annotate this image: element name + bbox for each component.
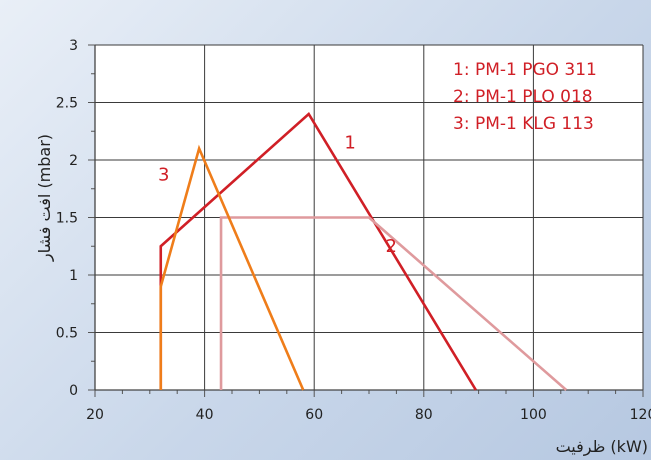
x-tick-label: 100	[520, 407, 547, 423]
y-tick-label: 3	[69, 38, 78, 54]
x-tick-label: 120	[630, 407, 651, 423]
legend-entry: 1: PM-1 PGO 311	[453, 60, 597, 80]
curve-label-1: 1	[344, 133, 355, 154]
x-tick-label: 60	[305, 407, 323, 423]
legend: 1: PM-1 PGO 311 2: PM-1 PLO 018 3: PM-1 KL…	[453, 60, 597, 134]
y-tick-label: 0	[69, 383, 78, 399]
x-tick-label: 20	[86, 407, 104, 423]
curve-labels: 1 2 3	[158, 133, 397, 258]
curve-label-3: 3	[158, 165, 169, 186]
y-tick-label: 2.5	[56, 96, 78, 112]
x-tick-label: 80	[415, 407, 433, 423]
x-tick-label: 40	[196, 407, 214, 423]
series-line-2	[219, 216, 568, 391]
tick-labels: 20 40 60 80 100 120 0 0.5 1 1.5 2 2.5 3	[56, 38, 651, 423]
series-line-3	[159, 144, 305, 391]
y-axis-title: افت فشار (mbar)	[35, 134, 55, 262]
y-tick-label: 1	[69, 268, 78, 284]
series-lines	[159, 111, 568, 391]
curve-label-2: 2	[385, 236, 396, 257]
y-tick-label: 2	[69, 153, 78, 169]
y-tick-label: 1.5	[56, 211, 78, 227]
legend-entry: 2: PM-1 PLO 018	[453, 87, 593, 107]
legend-entry: 3: PM-1 KLG 113	[453, 114, 594, 134]
axes	[88, 44, 644, 397]
y-tick-label: 0.5	[56, 326, 78, 342]
x-axis-title: ظرفیت (kW)	[556, 437, 648, 457]
